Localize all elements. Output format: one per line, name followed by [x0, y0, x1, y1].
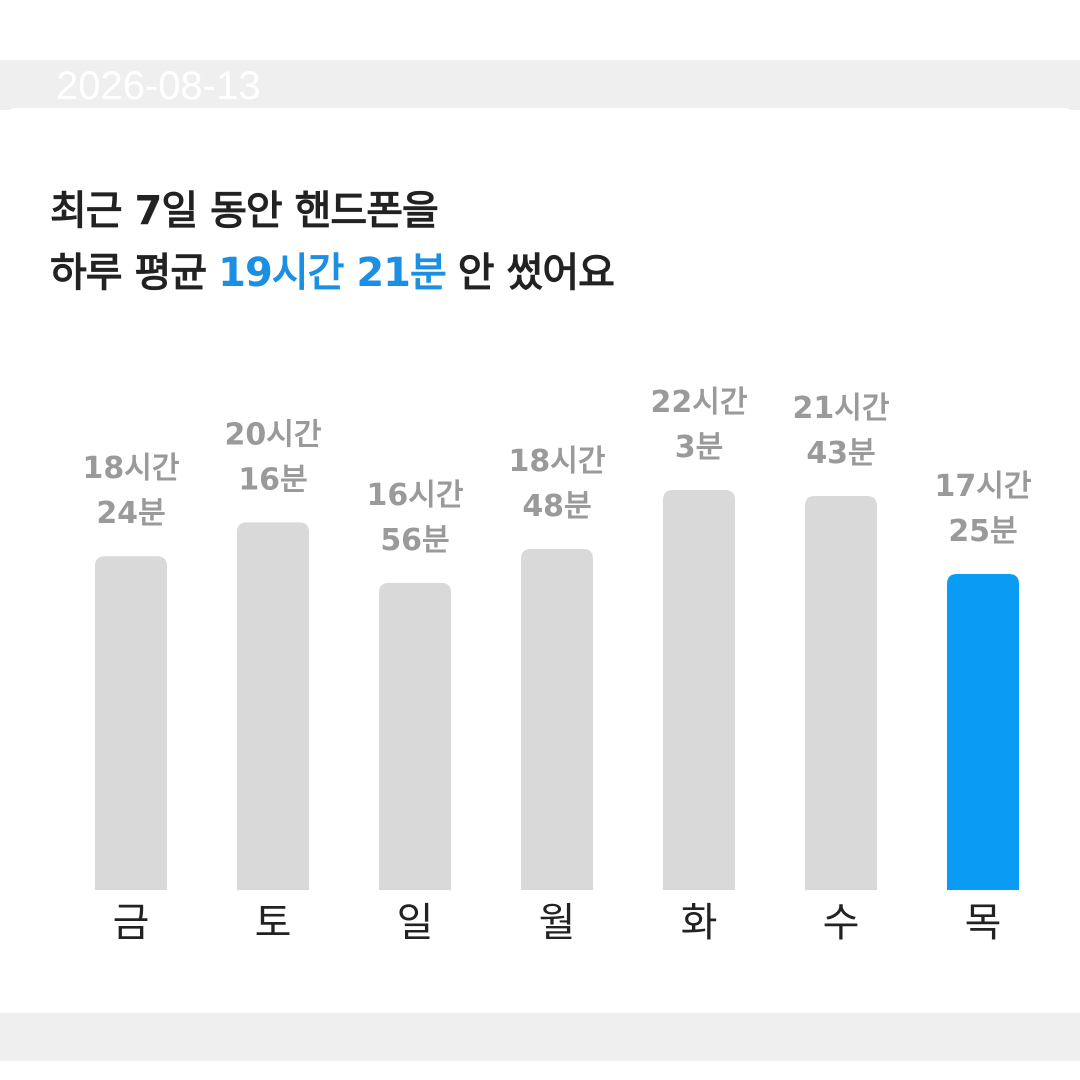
bar: [521, 548, 593, 890]
headline-average: 19시간 21분: [218, 250, 447, 296]
day-label: 수: [823, 900, 860, 946]
bar: [379, 582, 451, 890]
day-label: 월: [539, 900, 576, 946]
bottom-band: [0, 1013, 1080, 1061]
value-label: 17시간 25분: [935, 469, 1032, 549]
value-label: 22시간 3분: [651, 385, 748, 465]
headline-line: 하루 평균 19시간 21분 안 썼어요: [50, 242, 626, 304]
headline-line: 최근 7일 동안 핸드폰을: [50, 188, 439, 234]
value-label: 18시간 24분: [83, 451, 180, 531]
headline-text: 하루 평균: [50, 250, 207, 296]
value-label: 20시간 16분: [225, 417, 322, 497]
value-label: 21시간 43분: [793, 391, 890, 471]
day-label: 목: [965, 900, 1002, 946]
headline: 최근 7일 동안 핸드폰을 하루 평균 19시간 21분 안 썼어요: [50, 180, 626, 304]
top-band: [0, 60, 1080, 110]
bar: [805, 496, 877, 890]
day-label: 일: [397, 900, 434, 946]
headline-text: 안 썼어요: [457, 250, 615, 296]
bar: [237, 522, 309, 890]
day-label: 화: [681, 900, 718, 946]
value-label: 18시간 48분: [509, 443, 606, 523]
value-label: 16시간 56분: [367, 477, 464, 557]
day-label: 금: [113, 900, 150, 946]
bar: [663, 490, 735, 890]
bar: [95, 556, 167, 890]
bar: [947, 574, 1019, 890]
date-watermark: 2026-08-13: [56, 64, 261, 108]
day-label: 토: [255, 900, 292, 946]
